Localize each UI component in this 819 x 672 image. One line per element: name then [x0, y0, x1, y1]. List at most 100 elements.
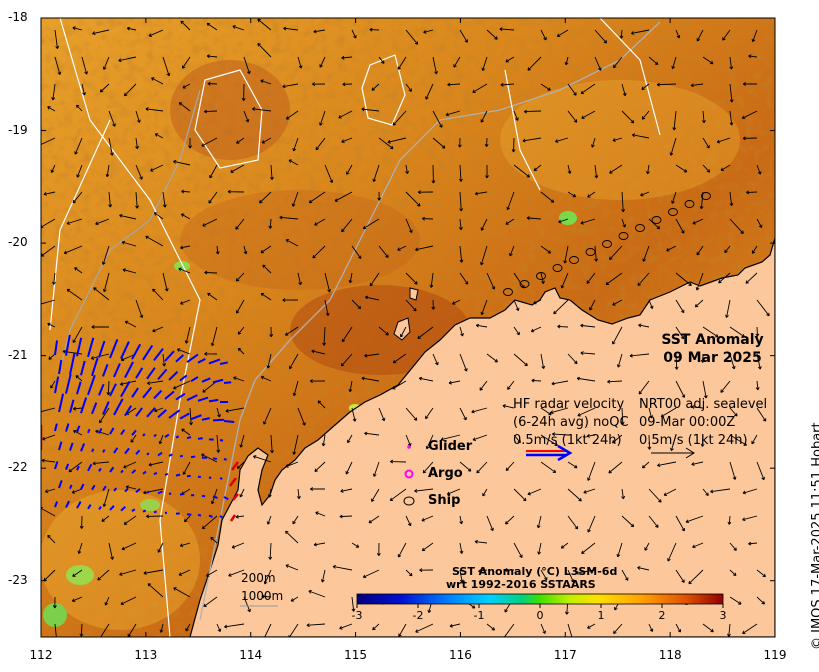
- y-tick-label: -19: [8, 122, 28, 137]
- sealevel-arrow: [230, 164, 245, 173]
- sealevel-arrow: [372, 623, 380, 631]
- map-title: SST Anomaly 09 Mar 2025: [650, 331, 775, 367]
- hf-radar-arrow: [168, 492, 172, 495]
- sealevel-arrow: [181, 428, 191, 436]
- sealevel-arrow: [334, 191, 353, 202]
- sealevel-arrow: [648, 299, 654, 309]
- sealevel-arrow: [621, 569, 629, 581]
- hf-radar-arrow: [87, 337, 95, 358]
- sealevel-arrow: [291, 191, 299, 207]
- hf-radar-arrow: [153, 510, 157, 514]
- hf-radar-arrow: [157, 490, 163, 495]
- sealevel-arrow: [151, 77, 164, 85]
- sealevel-arrow: [236, 461, 245, 469]
- sealevel-arrow: [341, 218, 353, 233]
- sealevel-arrow: [257, 18, 272, 31]
- x-tick-label: 113: [134, 648, 158, 662]
- hf-radar-arrow: [91, 484, 96, 491]
- hf-radar-arrow: [76, 465, 80, 471]
- sealevel-arrow: [184, 326, 191, 344]
- sealevel-arrow: [675, 569, 685, 583]
- sealevel-arrow: [729, 326, 745, 338]
- sealevel-arrow: [505, 56, 515, 63]
- sealevel-arrow: [76, 104, 83, 112]
- sealevel-arrow: [580, 351, 596, 355]
- sealevel-arrow: [727, 515, 732, 525]
- hf-radar-arrow: [201, 377, 211, 383]
- sealevel-arrow: [484, 137, 489, 147]
- ship-position: [569, 256, 579, 264]
- sealevel-arrow: [279, 215, 299, 220]
- sealevel-arrow: [710, 488, 731, 494]
- sealevel-arrow: [692, 218, 704, 225]
- sealevel-arrow: [340, 353, 353, 367]
- sealevel-arrow: [162, 56, 171, 77]
- sealevel-arrow: [540, 353, 546, 369]
- sealevel-arrow: [540, 191, 555, 203]
- sealevel-arrow: [729, 56, 734, 70]
- sealevel-arrow: [290, 596, 299, 602]
- sealevel-arrow: [123, 461, 137, 469]
- sealevel-arrow: [108, 542, 114, 560]
- sealevel-arrow: [101, 515, 110, 522]
- sealevel-arrow: [637, 272, 650, 287]
- hf-radar-arrow: [120, 469, 124, 474]
- hf-radar-arrow: [120, 505, 126, 512]
- sealevel-arrow: [92, 29, 110, 36]
- sealevel-arrow: [748, 541, 758, 546]
- hf-radar-arrow: [98, 427, 103, 434]
- hf-radar-arrow: [212, 378, 224, 384]
- sealevel-arrow: [348, 380, 353, 393]
- hf-radar-arrow: [223, 420, 235, 424]
- sealevel-arrow: [378, 56, 385, 64]
- sealevel-arrow: [297, 407, 306, 426]
- hf-radar-arrow: [98, 340, 106, 358]
- sealevel-legend-arrow: [651, 447, 695, 459]
- sealevel-arrow: [124, 320, 137, 328]
- sealevel-arrow: [118, 56, 137, 63]
- hf-radar-arrow: [87, 428, 91, 434]
- sealevel-arrow: [540, 623, 546, 634]
- sealevel-arrow: [648, 515, 659, 528]
- sealevel-arrow: [387, 137, 407, 144]
- sealevel-arrow: [702, 326, 719, 338]
- sealevel-arrow: [216, 434, 221, 453]
- sealevel-arrow: [292, 137, 299, 152]
- sealevel-arrow: [378, 326, 389, 336]
- y-tick-label: -21: [8, 347, 28, 362]
- sealevel-arrow: [405, 218, 413, 233]
- sealevel-arrow: [405, 191, 421, 207]
- sealevel-arrow: [145, 235, 164, 247]
- legend-glider-label: Glider: [428, 439, 473, 454]
- sealevel-arrow: [700, 353, 705, 363]
- sealevel-arrow: [215, 245, 220, 255]
- sealevel-arrow: [533, 164, 542, 172]
- sealevel-arrow: [459, 272, 469, 285]
- sealevel-arrow: [417, 326, 434, 339]
- sealevel-arrow: [675, 164, 688, 173]
- sealevel-arrow: [745, 272, 758, 284]
- sealevel-arrow: [321, 434, 326, 447]
- sealevel-arrow: [459, 29, 468, 43]
- hf-radar-arrow: [113, 363, 121, 378]
- hf-radar-arrow: [190, 414, 202, 421]
- hf-radar-arrow: [76, 381, 82, 395]
- sealevel-arrow: [553, 299, 569, 315]
- sealevel-arrow: [729, 434, 748, 446]
- sealevel-arrow: [162, 272, 169, 292]
- sealevel-arrow: [594, 245, 599, 262]
- hf-radar-arrow: [87, 463, 93, 472]
- sealevel-arrow: [123, 515, 137, 525]
- sealevel-arrow: [340, 488, 353, 493]
- ship-position: [684, 200, 695, 208]
- sealevel-arrow: [81, 83, 86, 96]
- hf-radar-arrow: [65, 463, 70, 470]
- hf-radar-arrow: [69, 484, 73, 489]
- sealevel-arrow: [613, 623, 623, 634]
- sealevel-arrow: [577, 407, 596, 417]
- sealevel-arrow: [243, 56, 251, 75]
- sealevel-arrow: [308, 590, 326, 598]
- hf-radar-arrow: [120, 341, 130, 360]
- sealevel-arrow: [180, 20, 191, 31]
- colorbar-tick-label: 1: [597, 609, 605, 622]
